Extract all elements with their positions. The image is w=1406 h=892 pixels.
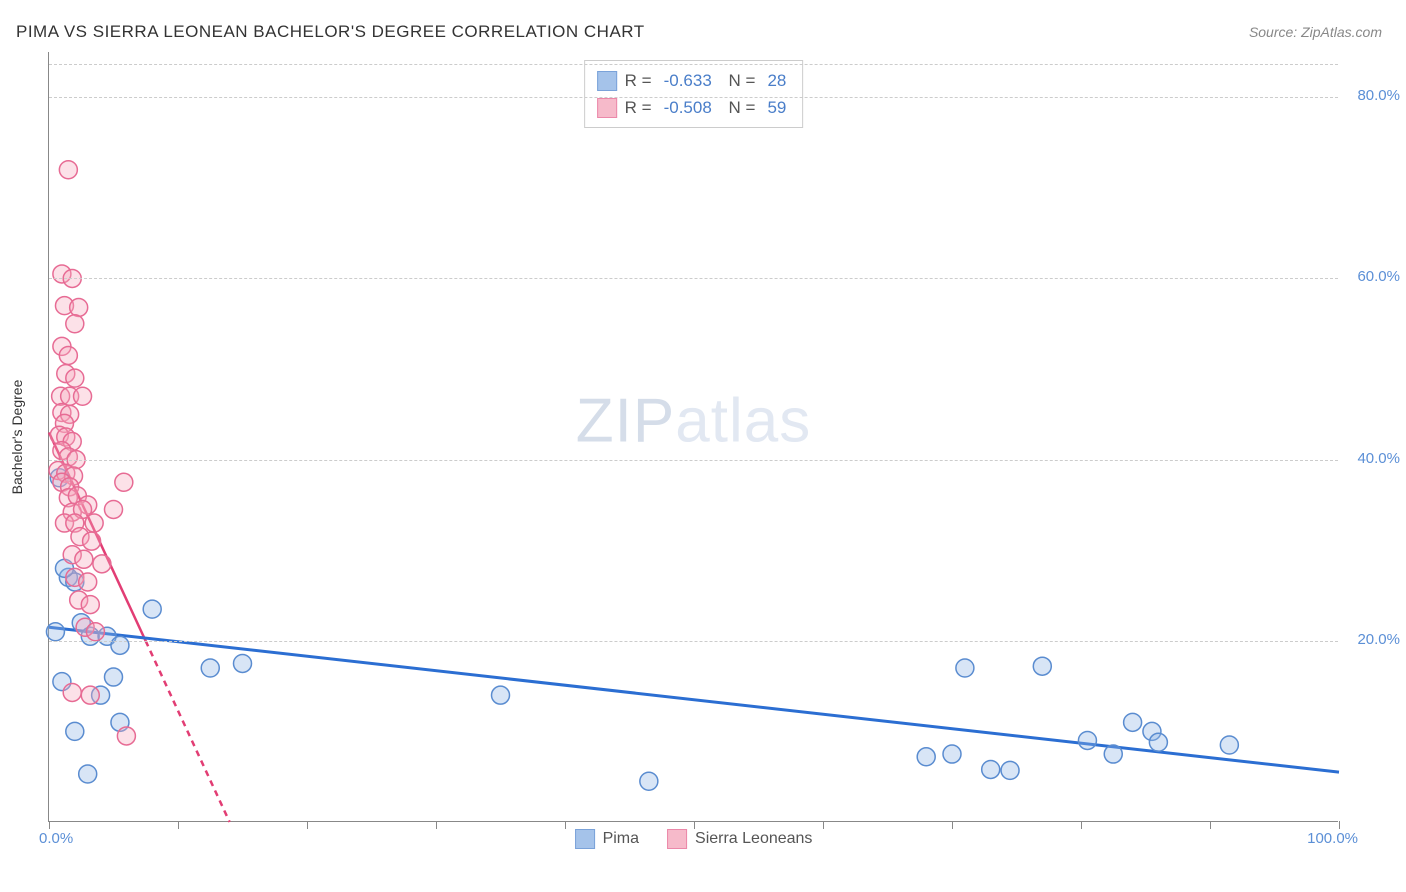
y-axis-label: Bachelor's Degree <box>9 379 25 494</box>
x-tick <box>178 821 179 829</box>
scatter-point-pima <box>46 623 64 641</box>
scatter-point-sierra <box>79 573 97 591</box>
scatter-point-pima <box>1001 761 1019 779</box>
scatter-point-sierra <box>70 298 88 316</box>
scatter-point-sierra <box>93 555 111 573</box>
legend-label: Pima <box>603 830 639 848</box>
scatter-point-pima <box>105 668 123 686</box>
x-tick <box>1081 821 1082 829</box>
scatter-point-sierra <box>66 369 84 387</box>
y-tick-label: 80.0% <box>1357 87 1400 104</box>
scatter-point-pima <box>943 745 961 763</box>
scatter-point-sierra <box>59 346 77 364</box>
scatter-point-pima <box>1124 713 1142 731</box>
scatter-point-pima <box>982 760 1000 778</box>
scatter-point-pima <box>492 686 510 704</box>
x-tick <box>694 821 695 829</box>
scatter-point-pima <box>79 765 97 783</box>
y-tick-label: 20.0% <box>1357 631 1400 648</box>
x-tick-label: 100.0% <box>1307 830 1358 847</box>
scatter-point-pima <box>917 748 935 766</box>
legend-item-sierra: Sierra Leoneans <box>667 829 812 849</box>
scatter-point-pima <box>956 659 974 677</box>
scatter-point-sierra <box>117 727 135 745</box>
x-tick <box>823 821 824 829</box>
scatter-point-sierra <box>85 514 103 532</box>
gridline <box>49 278 1338 279</box>
scatter-point-pima <box>1033 657 1051 675</box>
scatter-point-pima <box>640 772 658 790</box>
y-tick-label: 40.0% <box>1357 450 1400 467</box>
x-tick <box>1339 821 1340 829</box>
y-tick-label: 60.0% <box>1357 268 1400 285</box>
chart-title: PIMA VS SIERRA LEONEAN BACHELOR'S DEGREE… <box>16 22 645 42</box>
scatter-point-pima <box>1104 745 1122 763</box>
scatter-point-sierra <box>63 683 81 701</box>
scatter-point-sierra <box>83 532 101 550</box>
scatter-point-sierra <box>74 387 92 405</box>
scatter-point-sierra <box>59 161 77 179</box>
scatter-point-sierra <box>115 473 133 491</box>
pima-swatch-icon <box>575 829 595 849</box>
x-tick <box>565 821 566 829</box>
x-tick <box>1210 821 1211 829</box>
scatter-point-pima <box>66 722 84 740</box>
x-tick <box>307 821 308 829</box>
scatter-point-pima <box>143 600 161 618</box>
x-tick-label: 0.0% <box>39 830 73 847</box>
scatter-point-sierra <box>66 315 84 333</box>
scatter-point-pima <box>234 654 252 672</box>
chart-svg <box>49 52 1338 821</box>
legend-item-pima: Pima <box>575 829 639 849</box>
x-tick <box>436 821 437 829</box>
scatter-point-pima <box>201 659 219 677</box>
scatter-point-pima <box>111 636 129 654</box>
scatter-point-sierra <box>86 623 104 641</box>
gridline <box>49 97 1338 98</box>
gridline <box>49 641 1338 642</box>
x-tick <box>49 821 50 829</box>
legend-label: Sierra Leoneans <box>695 830 812 848</box>
gridline <box>49 460 1338 461</box>
scatter-point-sierra <box>81 596 99 614</box>
trend-line <box>49 627 1339 772</box>
plot-area: Bachelor's Degree ZIPatlas R = -0.633 N … <box>48 52 1338 822</box>
scatter-point-pima <box>1149 733 1167 751</box>
x-tick <box>952 821 953 829</box>
source-attribution: Source: ZipAtlas.com <box>1249 24 1382 40</box>
scatter-point-pima <box>1220 736 1238 754</box>
series-legend: Pima Sierra Leoneans <box>575 829 813 849</box>
scatter-point-pima <box>1078 731 1096 749</box>
scatter-point-sierra <box>105 500 123 518</box>
scatter-point-sierra <box>75 550 93 568</box>
sierra-swatch-icon <box>667 829 687 849</box>
scatter-point-sierra <box>81 686 99 704</box>
gridline <box>49 64 1338 65</box>
